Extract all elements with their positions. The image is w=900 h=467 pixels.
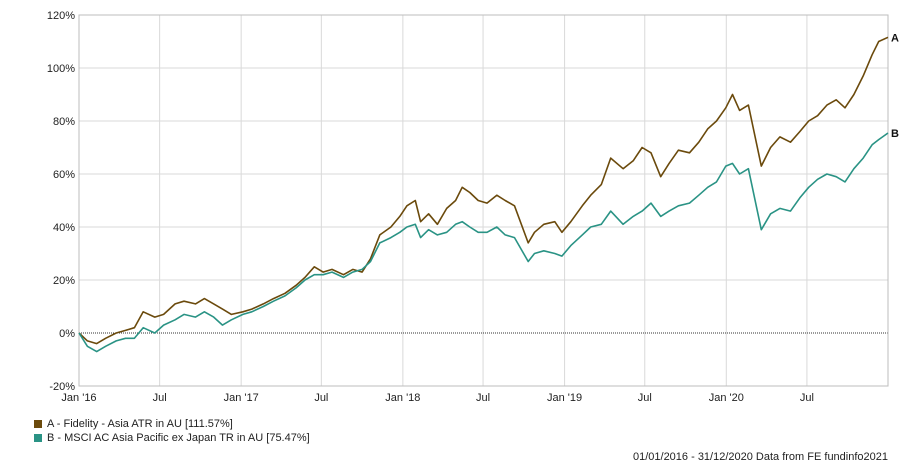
series-end-labels: AB [891,32,899,140]
x-tick-label: Jan '19 [547,392,582,404]
performance-line-chart: -20%0%20%40%60%80%100%120% Jan '16 Jul Jan… [47,10,899,404]
y-tick-label: 40% [53,222,75,234]
series-lines [78,36,889,353]
x-tick-label: Jan '18 [385,392,420,404]
y-tick-label: 60% [53,169,75,181]
x-tick-label: Jan '20 [709,392,744,404]
x-tick-label: Jul [476,392,490,404]
legend-item-b[interactable]: B - MSCI AC Asia Pacific ex Japan TR in … [34,431,310,445]
plot-frame [78,14,889,387]
data-source-footer: 01/01/2016 - 31/12/2020 Data from FE fun… [632,451,888,463]
legend-label-b: B - MSCI AC Asia Pacific ex Japan TR in … [47,432,310,444]
x-tick-label: Jan '16 [61,392,96,404]
y-tick-label: 120% [47,10,75,22]
x-tick-label: Jul [638,392,652,404]
y-tick-label: 100% [47,63,75,75]
legend-swatch-a [34,420,42,428]
series-end-label-b: B [891,128,899,140]
y-tick-labels: -20% 0% 20% 40% 60% 80% 100% 120% [47,10,75,393]
x-tick-label: Jan '17 [224,392,259,404]
series-line-a [78,36,889,345]
y-tick-label: -20% [49,381,75,393]
x-tick-label: Jul [153,392,167,404]
y-tick-label: 20% [53,275,75,287]
legend-swatch-b [34,434,42,442]
axes [78,14,889,387]
legend-label-a: A - Fidelity - Asia ATR in AU [111.57%] [47,418,233,430]
x-tick-label: Jul [314,392,328,404]
legend-item-a[interactable]: A - Fidelity - Asia ATR in AU [111.57%] [34,417,310,431]
grid-lines [78,14,888,387]
y-tick-label: 80% [53,116,75,128]
x-tick-labels: Jan '16 Jul Jan '17 Jul Jan '18 Jul Jan '19 Jul… [61,392,814,404]
y-tick-label: 0% [59,328,75,340]
series-line-b [78,132,889,353]
series-end-label-a: A [891,32,899,44]
x-tick-label: Jul [800,392,814,404]
legend: A - Fidelity - Asia ATR in AU [111.57%] … [34,417,310,445]
